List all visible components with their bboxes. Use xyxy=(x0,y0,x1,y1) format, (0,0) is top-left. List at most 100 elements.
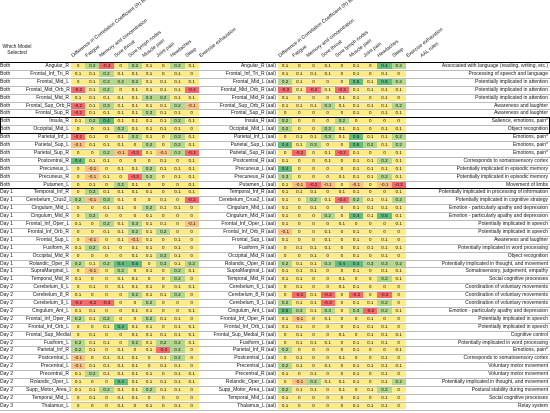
row-separator xyxy=(0,259,550,261)
day2-value-cell: 0.2 xyxy=(320,213,335,220)
day1-value-cell: 0 xyxy=(127,213,142,220)
day1-value-cell: 0.2 xyxy=(85,244,100,251)
day2-value-cell: 0.1 xyxy=(363,402,378,409)
day1-value-cell: 0 xyxy=(99,165,114,172)
day2-value-cell: 0.1 xyxy=(377,205,392,212)
day2-value-cell: 0.1 xyxy=(278,70,293,77)
day1-value-cell: 0 xyxy=(99,379,114,385)
day1-value-cell: 0.1 xyxy=(127,379,142,385)
day2-value-cell: 0.5 xyxy=(377,78,392,85)
day1-value-cell: 0.2 xyxy=(99,221,114,227)
day2-value-cell: 0.1 xyxy=(278,315,293,322)
day1-value-cell: 0.1 xyxy=(170,126,185,133)
day1-value-cell: 0.1 xyxy=(85,181,100,188)
roi-aal-name: Frontal_Mid_Orb_R (aal) xyxy=(220,86,276,93)
day2-value-cell: 0.1 xyxy=(292,386,307,393)
day1-value-cell: 0 xyxy=(99,292,114,299)
day1-value-cell: 0.1 xyxy=(127,252,142,259)
day2-value-cell: 0.1 xyxy=(363,197,378,204)
day1-value-cell: 0.5 xyxy=(127,260,142,267)
day1-value-cell: 0 xyxy=(99,276,114,283)
day2-value-cell: 0.3 xyxy=(320,102,335,109)
aal-role: Social cognitive processes xyxy=(489,276,548,283)
day2-value-cell: 0 xyxy=(306,118,321,125)
day1-value-cell: 0.1 xyxy=(142,118,157,125)
day1-value-cell: 0.1 xyxy=(184,331,199,338)
aal-role: Voluntary motor movement xyxy=(488,371,548,378)
day1-value-cell: 0 xyxy=(184,363,199,370)
day2-value-cell: 0 xyxy=(306,78,321,85)
model-selected-cell: Both xyxy=(0,165,11,172)
day1-value-cell: 0.1 xyxy=(156,315,171,322)
day1-value-cell: 0.2 xyxy=(142,300,157,306)
model-selected-cell: Both xyxy=(0,86,11,93)
model-selected-cell: Both xyxy=(0,94,11,101)
day2-value-cell: 0.1 xyxy=(377,110,392,117)
left_headers-header-9: Exercise exhaustion xyxy=(198,26,238,59)
day2-value-cell: 0.2 xyxy=(306,197,321,204)
roi-aal-name: Frontal_Mid_R (aal) xyxy=(231,94,276,101)
day2-value-cell: 0.1 xyxy=(377,70,392,77)
day2-value-cell: 0.1 xyxy=(349,173,364,180)
day2-value-cell: 0 xyxy=(292,252,307,259)
day2-value-cell: 0 xyxy=(363,126,378,133)
day1-value-cell: 0.1 xyxy=(113,228,128,235)
roi-aal-name: Temporal_Inf_R (aal) xyxy=(229,189,276,196)
day1-value-cell: 0 xyxy=(113,252,128,259)
day2-value-cell: 0.1 xyxy=(278,236,293,243)
day1-value-cell: 0.1 xyxy=(85,363,100,370)
day1-value-cell: 0 xyxy=(156,244,171,251)
day1-value-cell: 0 xyxy=(85,379,100,385)
day1-value-cell: 0.1 xyxy=(99,126,114,133)
day2-value-cell: 0.1 xyxy=(292,260,307,267)
day1-value-cell: 0.2 xyxy=(71,260,86,267)
roi-name: Frontal_Mid_R xyxy=(36,94,69,101)
day2-value-cell: 0.1 xyxy=(349,86,364,93)
day2-value-cell: 0.1 xyxy=(377,379,392,385)
day2-value-cell: -0.1 xyxy=(349,181,364,188)
day1-value-cell: 0.1 xyxy=(184,379,199,385)
day1-value-cell: 0.1 xyxy=(156,126,171,133)
row-separator xyxy=(0,148,550,150)
day2-value-cell: 0 xyxy=(320,402,335,409)
roi-name: Precuneus_R xyxy=(38,173,69,180)
day1-value-cell: 0.1 xyxy=(156,292,171,299)
day2-value-cell: 0 xyxy=(334,78,349,85)
day1-value-cell: 0.1 xyxy=(170,386,185,393)
day2-value-cell: 0 xyxy=(334,363,349,370)
day2-value-cell: 0.1 xyxy=(278,189,293,196)
day1-value-cell: -0.1 xyxy=(85,268,100,275)
day2-value-cell: -0.1 xyxy=(292,379,307,385)
day1-value-cell: 0.2 xyxy=(99,315,114,322)
day2-value-cell: 0.1 xyxy=(306,386,321,393)
day2-value-cell: 0 xyxy=(334,165,349,172)
day2-value-cell: 0 xyxy=(363,371,378,378)
row-separator xyxy=(0,227,550,229)
day1-value-cell: 0.1 xyxy=(113,402,128,409)
model-selected-cell: Day 2 xyxy=(0,386,14,393)
aal-role: Potentially implicated in episodic memor… xyxy=(456,165,548,172)
day1-value-cell: 0 xyxy=(170,157,185,164)
day2-value-cell: 0.1 xyxy=(292,70,307,77)
day2-value-cell: 0.1 xyxy=(278,371,293,378)
day2-value-cell: 0 xyxy=(334,402,349,409)
day1-value-cell: 0.4 xyxy=(71,157,86,164)
aal-role: Potentially implicated in attention xyxy=(475,86,548,93)
day2-value-cell: 0.1 xyxy=(349,110,364,117)
day1-value-cell: 0 xyxy=(184,402,199,409)
roi-aal-name: Thalamus_L (aal) xyxy=(237,402,276,409)
day2-value-cell: 0 xyxy=(363,347,378,354)
day2-value-cell: 0.4 xyxy=(278,142,293,148)
day1-value-cell: 0 xyxy=(142,276,157,283)
day1-value-cell: 0.2 xyxy=(85,371,100,378)
aal-role: Object recognition xyxy=(507,252,548,259)
day1-value-cell: 0.1 xyxy=(99,371,114,378)
row-separator xyxy=(0,101,550,103)
day2-value-cell: 0 xyxy=(306,363,321,370)
day2-value-cell: 0 xyxy=(391,371,406,378)
day1-value-cell: 0.1 xyxy=(142,402,157,409)
day2-value-cell: -0.3 xyxy=(391,181,406,188)
day1-value-cell: 0.1 xyxy=(127,323,142,330)
roi-aal-name: Cingulum_Mid_R (aal) xyxy=(226,213,276,220)
day1-value-cell: 0.1 xyxy=(142,268,157,275)
